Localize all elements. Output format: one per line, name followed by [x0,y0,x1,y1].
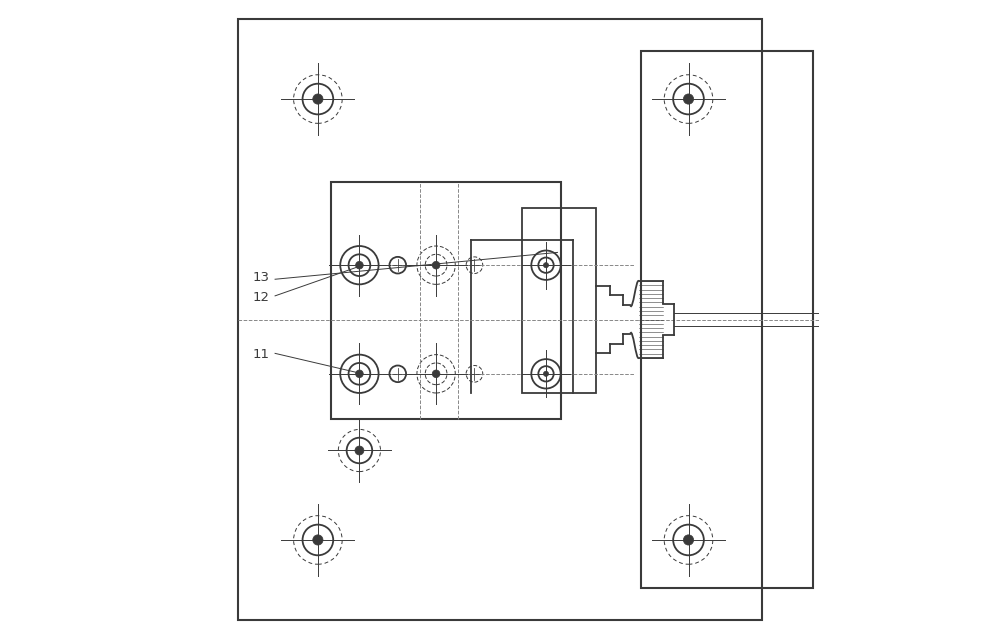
Circle shape [543,371,549,376]
Text: 13: 13 [252,272,269,284]
Text: 11: 11 [252,348,269,361]
Bar [522,208,596,393]
Text: 12: 12 [252,291,269,304]
Circle shape [683,94,694,104]
Bar [331,182,561,419]
Circle shape [313,94,323,104]
Circle shape [355,446,364,455]
Circle shape [313,535,323,545]
Circle shape [356,370,363,378]
Circle shape [432,261,440,269]
Circle shape [432,370,440,378]
Circle shape [683,535,694,545]
Circle shape [543,263,549,268]
Circle shape [356,261,363,269]
Bar [238,19,762,620]
Bar [641,51,813,588]
